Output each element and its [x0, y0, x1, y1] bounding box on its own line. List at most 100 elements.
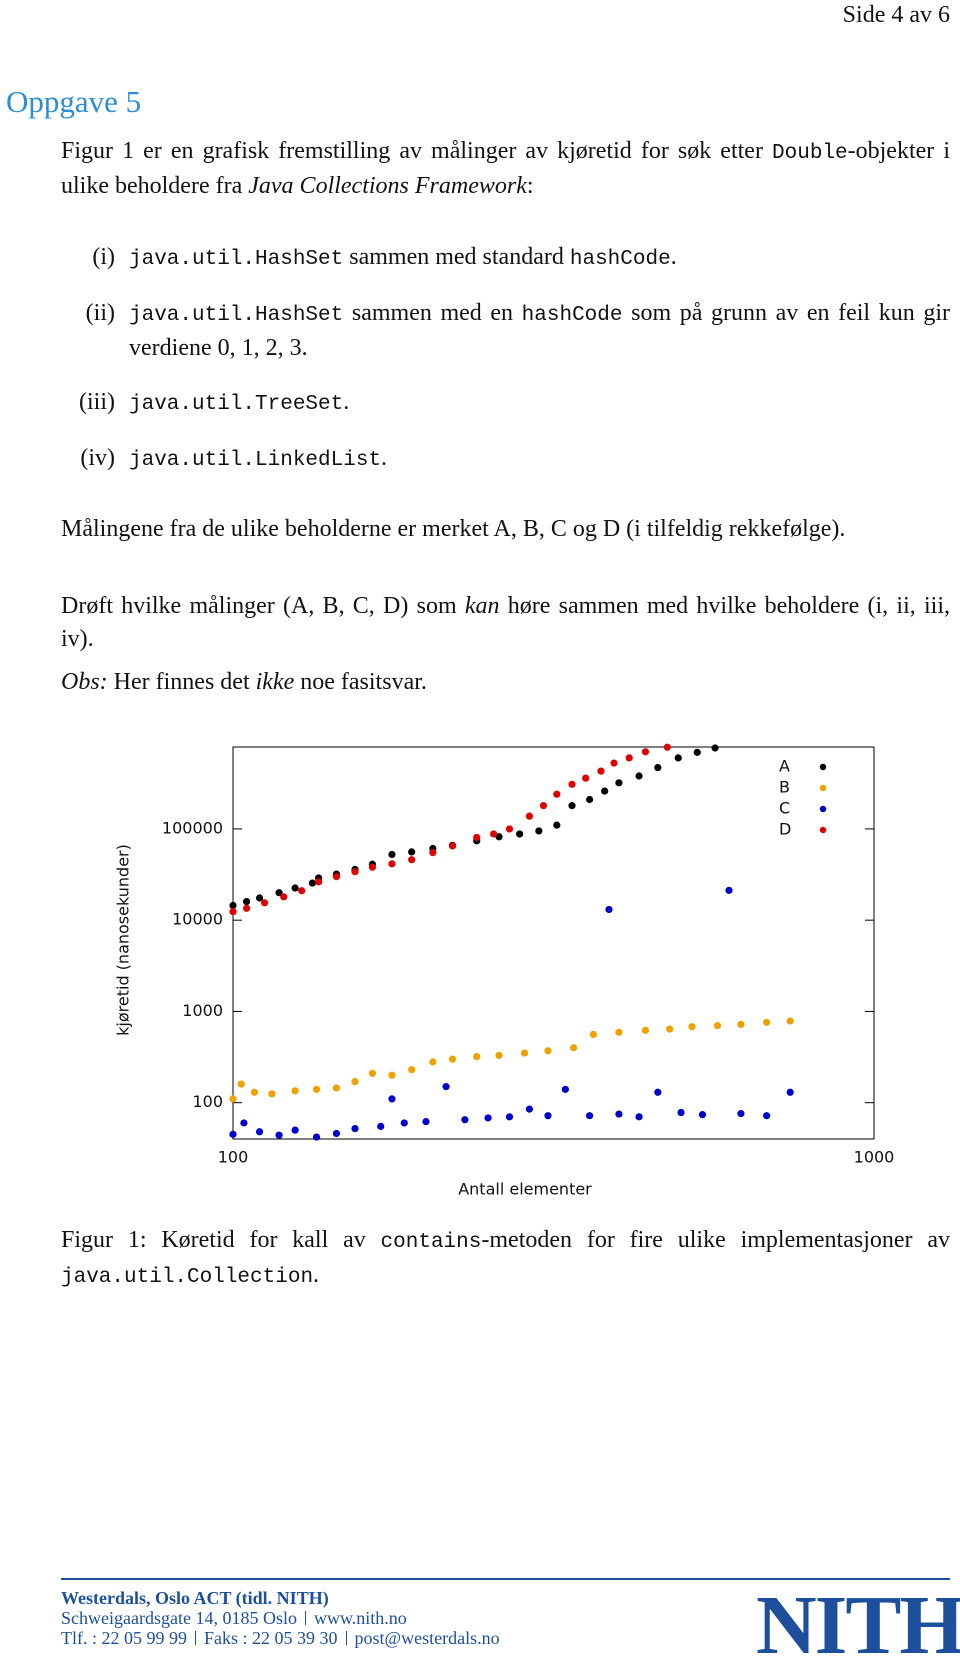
- x-tick-label: 1000: [854, 1148, 895, 1167]
- point: [448, 842, 457, 850]
- point: [654, 1088, 662, 1096]
- point: [291, 1087, 299, 1095]
- point: [677, 1108, 685, 1117]
- point: [539, 802, 548, 810]
- point: [525, 1105, 533, 1113]
- point: [240, 1119, 248, 1127]
- address: Schweigaardsgate 14, 0185 Oslo: [61, 1608, 297, 1628]
- plot-frame: [232, 746, 875, 1140]
- point: [268, 1090, 276, 1098]
- point: [654, 763, 662, 772]
- point: [275, 1131, 283, 1139]
- emphasis: Obs:: [61, 669, 108, 695]
- label: (i): [92, 244, 115, 270]
- footer-line: Schweigaardsgate 14, 0185 Oslo www.nith.n…: [61, 1608, 500, 1628]
- caption: Figur 1: Køretid for kall av contains-me…: [61, 1224, 950, 1294]
- point: [255, 894, 264, 902]
- point: [408, 1066, 416, 1074]
- legend-marker: [819, 805, 827, 813]
- point: [332, 1129, 341, 1138]
- point: [377, 1122, 385, 1130]
- text: Figur 1: Køretid for kall av: [61, 1227, 381, 1253]
- list-item: (iv) java.util.LinkedList.: [40, 442, 950, 477]
- point: [582, 774, 590, 782]
- code: java.util.TreeSet: [129, 393, 344, 416]
- email[interactable]: post@westerdals.no: [354, 1628, 500, 1648]
- text: sammen med en: [343, 300, 522, 326]
- point: [505, 1113, 514, 1121]
- point: [250, 1088, 259, 1096]
- text: -metoden for fire ulike implementasjoner…: [481, 1227, 950, 1253]
- point: [589, 1030, 598, 1039]
- point: [693, 748, 701, 756]
- point: [229, 908, 237, 916]
- legend-label: B: [779, 778, 790, 797]
- text: .: [343, 389, 350, 415]
- text: .: [313, 1262, 320, 1288]
- point: [516, 830, 524, 838]
- point: [544, 1112, 552, 1120]
- emphasis: kan: [464, 593, 500, 619]
- separator: [345, 1631, 347, 1645]
- point: [610, 759, 618, 767]
- point: [242, 904, 251, 912]
- logo: NITH: [756, 1579, 960, 1672]
- code: hashCode: [521, 304, 623, 327]
- chart: Antall elementer kjøretid (nanosekunder)…: [114, 743, 895, 1199]
- y-tick-label: 100000: [162, 818, 223, 837]
- point: [332, 1084, 341, 1092]
- point: [641, 748, 650, 756]
- page-number: Side 4 av 6: [842, 2, 950, 28]
- code: java.util.LinkedList: [129, 449, 382, 472]
- fax: Faks : 22 05 39 30: [204, 1628, 338, 1648]
- point: [585, 1112, 594, 1120]
- footer: Westerdals, Oslo ACT (tidl. NITH) Schwei…: [61, 1588, 500, 1648]
- point: [763, 1112, 771, 1120]
- list-item: (ii) java.util.HashSet sammen med en hash…: [40, 297, 950, 365]
- point: [484, 1114, 492, 1122]
- point: [544, 1047, 552, 1055]
- legend-label: A: [779, 757, 790, 776]
- phone: Tlf. : 22 05 99 99: [61, 1628, 187, 1648]
- point: [314, 878, 323, 886]
- point: [229, 1095, 237, 1103]
- point: [448, 1055, 457, 1063]
- point: [725, 886, 733, 894]
- code: java.util.Collection: [61, 1266, 314, 1289]
- point: [635, 772, 643, 780]
- code: java.util.HashSet: [129, 248, 344, 271]
- point: [561, 1085, 569, 1093]
- x-tick-label: 100: [218, 1148, 249, 1167]
- point: [625, 754, 633, 762]
- text: høre sammen med hvilke beholdere (i, ii,…: [61, 593, 950, 652]
- heading: Oppgave 5: [6, 84, 142, 119]
- point: [568, 780, 576, 788]
- point: [520, 1049, 529, 1057]
- point: [666, 1025, 674, 1033]
- text: :: [526, 173, 534, 199]
- label: (ii): [85, 300, 115, 326]
- point: [597, 767, 605, 775]
- point: [615, 1110, 623, 1118]
- point: [351, 868, 359, 876]
- point: [601, 787, 609, 795]
- text: Figur 1 er en grafisk fremstilling av må…: [61, 138, 773, 164]
- point: [585, 795, 594, 804]
- footer-line: Tlf. : 22 05 99 99 Faks : 22 05 39 30 post…: [61, 1628, 500, 1648]
- point: [553, 821, 561, 829]
- point: [495, 833, 503, 841]
- label: (iii): [79, 389, 115, 415]
- point: [312, 1133, 321, 1141]
- text: Drøft hvilke målinger (A, B, C, D) som: [61, 593, 465, 619]
- point: [553, 790, 561, 798]
- point: [713, 1021, 722, 1030]
- math: 0, 1, 2, 3: [217, 335, 302, 361]
- point: [635, 1113, 643, 1121]
- point: [351, 1078, 359, 1086]
- paragraph: Drøft hvilke målinger (A, B, C, D) som k…: [61, 590, 950, 656]
- point: [535, 827, 543, 835]
- point: [429, 849, 437, 857]
- web[interactable]: www.nith.no: [313, 1608, 407, 1628]
- point: [388, 850, 396, 859]
